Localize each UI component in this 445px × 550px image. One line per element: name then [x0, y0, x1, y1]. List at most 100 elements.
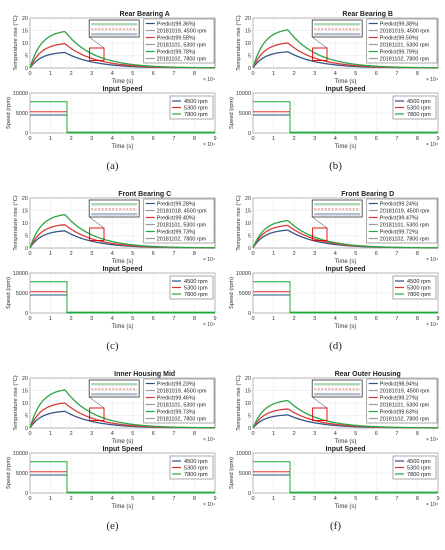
legend-entry: 7800 rpm [407, 292, 431, 298]
y-tick-label: 5000 [239, 291, 251, 297]
legend-entry: 20181101, 5300 rpm [157, 42, 207, 48]
x-tick-label: 1 [49, 251, 52, 257]
speed-legend [392, 95, 437, 120]
x-tick-label: 5 [131, 251, 134, 257]
x-tick-label: 5 [354, 136, 357, 142]
x-tick-label: 4 [111, 316, 114, 322]
speed-title: Input Speed [102, 266, 142, 273]
speed-xlabel: Time (s) [335, 504, 357, 510]
x-tick-label: 1 [272, 316, 275, 322]
predict-line-2 [252, 29, 439, 69]
y-tick-label: 5000 [16, 291, 28, 297]
x-tick-label: 3 [90, 316, 93, 322]
x-tick-label: 2 [70, 136, 73, 142]
x-tick-label: 7 [395, 71, 398, 77]
x-tick-label: 6 [152, 431, 155, 437]
temperature-xlabel: Time (s) [335, 79, 357, 85]
x-tick-label: 4 [111, 251, 114, 257]
y-tick-label: 0 [25, 131, 28, 137]
speed-ylabel: Speed (rpm) [6, 457, 12, 489]
x-tick-label: 3 [313, 136, 316, 142]
x-tick-label: 8 [193, 496, 196, 502]
x-tick-label: 0 [28, 431, 31, 437]
chart-panel-d: Predict(99.24%)20181019, 4500 rpmPredict… [229, 191, 440, 352]
speed-xlabel: Time (s) [335, 324, 357, 330]
temperature-ylabel: Temperature rise (°C) [13, 15, 19, 71]
legend-entry: Predict(99.38%) [380, 21, 419, 27]
y-tick-label: 10 [245, 401, 251, 407]
temperature-xlabel: Time (s) [335, 439, 357, 445]
x-tick-label: 2 [70, 251, 73, 257]
speed-legend [392, 275, 437, 300]
x-tick-label: 7 [395, 431, 398, 437]
temperature-plot: Predict(98.94%)20181019, 4500 rpmPredict… [236, 371, 439, 445]
y-tick-label: 5 [25, 234, 28, 240]
inset-connector [312, 396, 328, 409]
x-tick-label: 1 [272, 251, 275, 257]
x-tick-label: 7 [395, 136, 398, 142]
x-tick-label: 7 [172, 251, 175, 257]
x-exponent: × 10⁴ [426, 77, 438, 83]
y-tick-label: 10 [22, 221, 28, 227]
temperature-title: Front Bearing C [118, 191, 171, 198]
legend-entry: 4500 rpm [407, 279, 431, 285]
y-tick-label: 0 [25, 491, 28, 497]
x-tick-label: 1 [272, 431, 275, 437]
x-tick-label: 7 [395, 316, 398, 322]
x-tick-label: 7 [172, 136, 175, 142]
legend-entry: 20181019, 4500 rpm [380, 28, 430, 34]
temperature-xlabel: Time (s) [112, 259, 134, 265]
x-exponent: × 10⁴ [203, 502, 215, 508]
zoom-box [89, 407, 105, 421]
x-tick-label: 4 [334, 251, 337, 257]
temperature-title: Rear Outer Housing [335, 371, 401, 378]
zoom-box [89, 227, 105, 241]
legend-entry: 5300 rpm [407, 466, 431, 472]
x-tick-label: 9 [436, 496, 439, 502]
zoom-box [312, 227, 328, 241]
x-tick-label: 2 [70, 316, 73, 322]
legend-entry: Predict(99.78%) [157, 49, 196, 55]
speed-legend [169, 275, 214, 300]
legend-entry: 20181101, 5300 rpm [157, 402, 207, 408]
legend-entry: Predict(99.24%) [380, 201, 419, 207]
x-tick-label: 6 [375, 71, 378, 77]
y-tick-label: 5 [248, 234, 251, 240]
speed-title: Input Speed [325, 266, 365, 273]
temperature-legend [366, 198, 438, 244]
y-tick-label: 0 [248, 491, 251, 497]
y-tick-label: 0 [248, 131, 251, 137]
legend-entry: 20181102, 7800 rpm [380, 416, 430, 422]
x-tick-label: 7 [172, 431, 175, 437]
temperature-plot: Predict(99.24%)20181019, 4500 rpmPredict… [236, 191, 439, 265]
y-tick-label: 5 [25, 54, 28, 60]
panel-label: (b) [329, 160, 342, 172]
predict-line-2 [29, 30, 216, 69]
temperature-legend [143, 18, 215, 64]
x-tick-label: 3 [90, 431, 93, 437]
temperature-ylabel: Temperature rise (°C) [236, 195, 242, 251]
speed-ylabel: Speed (rpm) [6, 97, 12, 129]
temperature-ylabel: Temperature rise (°C) [236, 15, 242, 71]
y-tick-label: 10 [245, 221, 251, 227]
speed-legend [392, 455, 437, 480]
inset-box [88, 19, 140, 38]
legend-entry: Predict(99.47%) [380, 215, 419, 221]
speed-title: Input Speed [102, 86, 142, 93]
x-tick-label: 8 [416, 251, 419, 257]
x-exponent: × 10⁴ [203, 77, 215, 83]
x-tick-label: 0 [251, 71, 254, 77]
legend-entry: 7800 rpm [407, 472, 431, 478]
y-tick-label: 5 [248, 414, 251, 420]
legend-entry: 5300 rpm [184, 466, 208, 472]
x-tick-label: 2 [293, 431, 296, 437]
legend-entry: 20181101, 5300 rpm [157, 222, 207, 228]
x-tick-label: 0 [28, 71, 31, 77]
x-tick-label: 1 [49, 136, 52, 142]
zoom-box [312, 407, 328, 421]
temperature-title: Front Bearing D [341, 191, 394, 198]
x-tick-label: 8 [193, 316, 196, 322]
chart-panel-f: Predict(98.94%)20181019, 4500 rpmPredict… [229, 371, 440, 532]
x-tick-label: 4 [111, 136, 114, 142]
